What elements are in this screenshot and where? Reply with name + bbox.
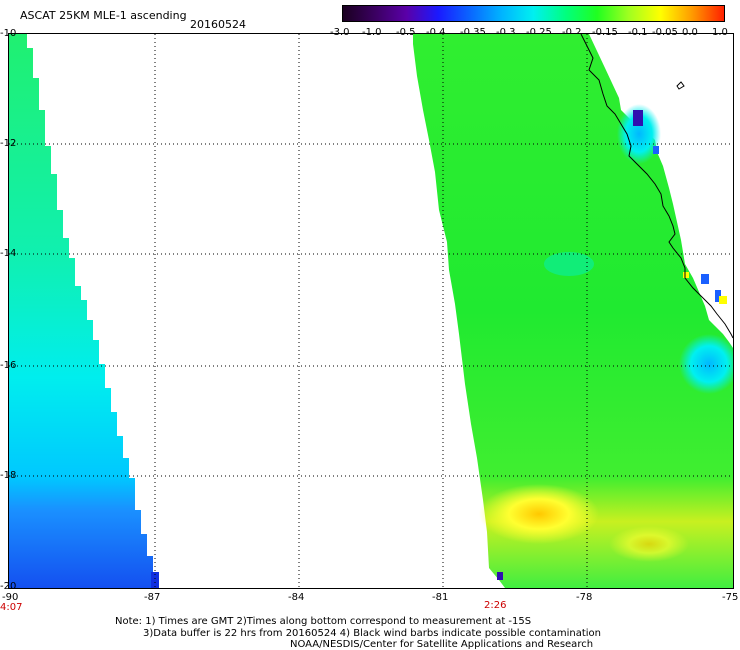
swath-time: 2:26	[484, 600, 507, 611]
color-scale-bar	[342, 5, 725, 22]
low-value-patch	[544, 252, 594, 276]
lon-label: -87	[144, 592, 161, 603]
scale-tick-label: -0.3	[496, 27, 516, 38]
color-scale-labels: -3.0 -1.0 -0.5 -0.4 -0.35 -0.3 -0.25 -0.…	[330, 27, 730, 39]
scale-tick-label: 0.0	[682, 27, 698, 38]
lon-label: -90	[2, 592, 19, 603]
wind-map-panel	[8, 33, 734, 589]
lon-label: -84	[288, 592, 305, 603]
lat-label: -18	[0, 470, 17, 481]
lat-label: -14	[0, 248, 17, 259]
scale-tick-label: 1.0	[712, 27, 728, 38]
lat-label: -10	[0, 28, 17, 39]
scale-tick-label: -0.35	[460, 27, 486, 38]
low-value-pixel	[151, 572, 159, 588]
low-value-pixel	[497, 572, 503, 580]
scale-tick-label: -0.4	[426, 27, 446, 38]
low-value-patch	[679, 334, 733, 394]
high-value-pixel	[719, 296, 727, 304]
note-line: Note: 1) Times are GMT 2)Times along bot…	[115, 616, 532, 627]
longitude-labels: -90 -87 -84 -81 -78 -75 4:07 2:26	[0, 592, 740, 613]
low-value-pixel	[633, 110, 643, 126]
island-outline	[676, 81, 685, 90]
scale-tick-label: -0.2	[562, 27, 582, 38]
note-line: NOAA/NESDIS/Center for Satellite Applica…	[290, 639, 594, 650]
lon-label: -78	[576, 592, 593, 603]
scale-tick-label: -1.0	[362, 27, 382, 38]
note-line: 3)Data buffer is 22 hrs from 20160524 4)…	[143, 628, 601, 639]
plot-title: ASCAT 25KM MLE-1 ascending	[20, 9, 187, 22]
graticule	[9, 34, 733, 588]
low-value-pixel	[715, 290, 721, 302]
high-value-patch	[479, 484, 599, 544]
scale-tick-label: -0.15	[592, 27, 618, 38]
right-swath	[413, 34, 733, 588]
plot-date: 20160524	[190, 18, 246, 31]
scale-tick-label: -0.25	[526, 27, 552, 38]
scale-tick-label: -0.5	[396, 27, 416, 38]
lat-label: -20	[0, 581, 17, 592]
swath-time: 4:07	[0, 602, 23, 613]
high-value-pixel	[683, 272, 689, 278]
low-value-pixel	[653, 146, 659, 154]
wind-field-map	[9, 34, 733, 588]
scale-tick-label: -0.05	[652, 27, 678, 38]
left-swath	[9, 34, 159, 588]
lon-label: -75	[722, 592, 739, 603]
lat-label: -12	[0, 138, 17, 149]
low-value-pixel	[701, 274, 709, 284]
lon-label: -81	[432, 592, 449, 603]
scale-tick-label: -3.0	[330, 27, 350, 38]
scale-tick-label: -0.1	[628, 27, 648, 38]
coastline	[580, 34, 733, 339]
lat-label: -16	[0, 360, 17, 371]
low-value-patch	[617, 104, 661, 164]
high-value-patch	[609, 526, 689, 562]
